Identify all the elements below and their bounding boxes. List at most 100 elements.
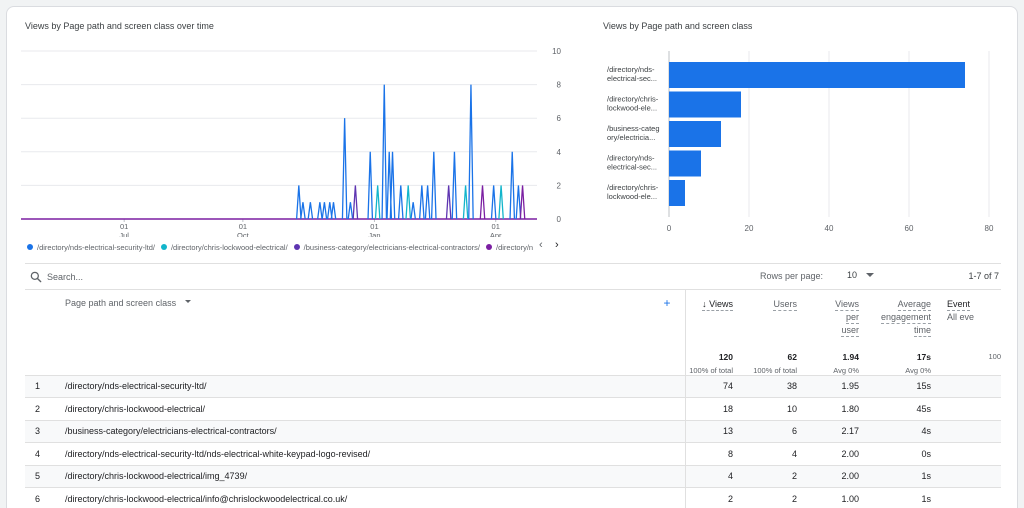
x-tick-month: Jan <box>368 231 380 237</box>
bar[interactable] <box>669 91 741 118</box>
views-header[interactable]: ↓ Views <box>685 289 741 344</box>
bar[interactable] <box>669 62 965 88</box>
table-row[interactable]: 1/directory/nds-electrical-security-ltd/… <box>25 375 1001 398</box>
row-views-per-user: 1.95 <box>805 375 867 398</box>
add-dimension-button[interactable]: + <box>663 296 671 310</box>
table-header-row: Page path and screen class + ↓ Views Use… <box>25 289 1001 344</box>
series-line-spike <box>341 118 348 220</box>
row-engagement-time: 1s <box>867 487 939 508</box>
row-page-path[interactable]: /directory/nds-electrical-security-ltd/ <box>55 375 686 398</box>
row-views-per-user: 2.00 <box>805 442 867 466</box>
rows-per-page-select[interactable]: 10 <box>847 270 877 280</box>
table-row[interactable]: 4/directory/nds-electrical-security-ltd/… <box>25 442 1001 466</box>
series-line-spike <box>405 185 412 220</box>
legend-item[interactable]: /business-category/electricians-electric… <box>293 243 480 252</box>
x-tick-month: Jul <box>119 231 129 237</box>
bar-chart[interactable]: 0 20 40 60 80/directory/nds-electrical-sec..… <box>597 41 1007 237</box>
legend-prev-icon[interactable]: ‹ <box>539 239 543 251</box>
row-users: 38 <box>741 375 805 398</box>
table-row[interactable]: 3/business-category/electricians-electri… <box>25 420 1001 443</box>
line-chart-legend: /directory/nds-electrical-security-ltd/ /… <box>27 239 567 255</box>
search-icon[interactable] <box>29 270 43 284</box>
legend-dot-icon <box>27 244 33 250</box>
total-users: 62 100% of total <box>741 343 805 376</box>
row-views: 4 <box>685 465 741 488</box>
series-line-spike <box>330 202 337 220</box>
row-engagement-time: 4s <box>867 420 939 443</box>
series-line-spike <box>352 185 359 220</box>
metric-header-label: Views <box>835 299 859 311</box>
bar-category-label: /directory/chris- <box>607 95 659 104</box>
series-line-spike <box>468 84 474 220</box>
y-tick-label: 6 <box>557 114 562 123</box>
row-users: 2 <box>741 487 805 508</box>
series-line-spike <box>445 185 452 220</box>
series-line-spike <box>295 185 302 220</box>
bar[interactable] <box>669 150 701 177</box>
row-users: 6 <box>741 420 805 443</box>
series-line-spike <box>424 185 431 220</box>
legend-item[interactable]: /directory/n <box>485 243 533 252</box>
row-page-path[interactable]: /directory/chris-lockwood-electrical/img… <box>55 465 686 488</box>
bar-category-label: ory/electricia... <box>607 133 655 142</box>
rows-per-page-label: Rows per page: <box>759 271 823 281</box>
legend-next-icon[interactable]: › <box>555 239 559 251</box>
row-views-per-user: 2.17 <box>805 420 867 443</box>
bar[interactable] <box>669 121 721 147</box>
total-views-per-user: 1.94 Avg 0% <box>805 343 867 376</box>
x-tick-day: 01 <box>370 222 378 231</box>
dimension-header[interactable]: Page path and screen class + <box>55 289 686 344</box>
row-event-count <box>939 420 1001 443</box>
views-per-user-header[interactable]: Views per user <box>805 289 867 344</box>
series-line-spike <box>430 151 437 220</box>
table-row[interactable]: 6/directory/chris-lockwood-electrical/in… <box>25 487 1001 508</box>
row-views: 13 <box>685 420 741 443</box>
series-line-spike <box>374 185 381 220</box>
dimension-dropdown-icon[interactable] <box>183 298 193 306</box>
row-engagement-time: 45s <box>867 397 939 421</box>
bar-category-label: lockwood-ele... <box>607 104 657 113</box>
row-views: 2 <box>685 487 741 508</box>
x-tick-label: 20 <box>745 224 754 233</box>
report-card: Views by Page path and screen class over… <box>6 6 1018 508</box>
metric-header-label: user <box>841 325 859 337</box>
metric-header-label: Users <box>773 299 797 311</box>
row-page-path[interactable]: /directory/chris-lockwood-electrical/inf… <box>55 487 686 508</box>
metric-header-label: Event <box>947 299 971 311</box>
bar-chart-title: Views by Page path and screen class <box>603 21 753 31</box>
row-page-path[interactable]: /directory/chris-lockwood-electrical/ <box>55 397 686 421</box>
legend-item[interactable]: /directory/nds-electrical-security-ltd/ <box>27 243 155 252</box>
metric-header-label: Average <box>897 299 931 311</box>
x-tick-label: 40 <box>825 224 834 233</box>
y-tick-label: 2 <box>557 181 562 190</box>
row-index: 4 <box>25 442 55 466</box>
search-input[interactable] <box>47 270 247 284</box>
row-event-count <box>939 487 1001 508</box>
legend-item[interactable]: /directory/chris-lockwood-electrical/ <box>160 243 288 252</box>
row-users: 2 <box>741 465 805 488</box>
legend-label: /directory/nds-electrical-security-ltd/ <box>37 242 155 252</box>
table-row[interactable]: 2/directory/chris-lockwood-electrical/18… <box>25 397 1001 421</box>
event-count-header[interactable]: Event All eve <box>939 289 1001 344</box>
users-header[interactable]: Users <box>741 289 805 344</box>
metric-header-label: per <box>845 312 859 324</box>
series-line-spike <box>397 185 404 220</box>
x-tick-month: Apr <box>490 231 502 237</box>
x-tick-day: 01 <box>492 222 500 231</box>
x-tick-label: 60 <box>905 224 914 233</box>
row-page-path[interactable]: /directory/nds-electrical-security-ltd/n… <box>55 442 686 466</box>
x-tick-label: 80 <box>985 224 994 233</box>
row-views-per-user: 2.00 <box>805 465 867 488</box>
row-users: 4 <box>741 442 805 466</box>
row-views-per-user: 1.00 <box>805 487 867 508</box>
bar[interactable] <box>669 180 685 206</box>
row-page-path[interactable]: /business-category/electricians-electric… <box>55 420 686 443</box>
bar-category-label: electrical-sec... <box>607 74 657 83</box>
rows-per-page-value: 10 <box>846 270 857 280</box>
series-line-spike <box>479 185 486 220</box>
x-tick-month: Oct <box>237 231 250 237</box>
series-line-spike <box>418 185 425 220</box>
avg-engagement-time-header[interactable]: Average engagement time <box>867 289 939 344</box>
table-row[interactable]: 5/directory/chris-lockwood-electrical/im… <box>25 465 1001 488</box>
